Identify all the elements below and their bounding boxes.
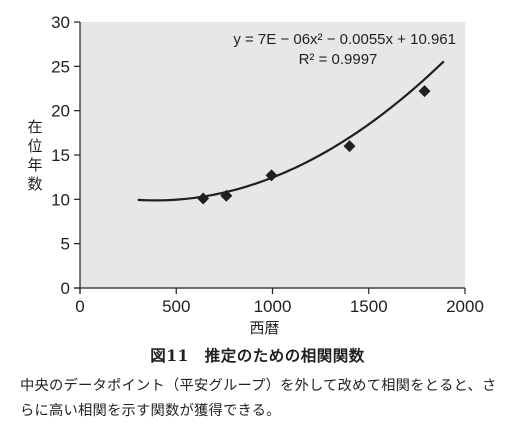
plot-area [80,22,465,288]
trendline-equation: y = 7E − 06x² − 0.0055x + 10.961 [233,31,456,48]
r-squared-label: R² = 0.9997 [299,51,378,68]
y-axis-title-char: 位 [27,137,42,155]
y-axis: 0 5 10 15 20 25 30 [51,13,80,298]
x-tick-label: 2000 [446,297,484,316]
x-tick-label: 1500 [350,297,388,316]
y-tick-label: 30 [51,13,70,32]
y-tick-label: 10 [51,190,70,209]
y-axis-title-char: 在 [27,118,42,136]
x-axis-title: 西暦 [249,319,279,337]
x-axis: 0 500 1000 1500 2000 [74,288,484,316]
figure-caption: 図11 推定のための相関関数 [0,344,515,366]
x-tick-label: 1000 [254,297,292,316]
y-tick-label: 20 [51,102,70,121]
y-axis-title-char: 年 [27,156,42,174]
scatter-chart: 0 5 10 15 20 25 30 0 500 1000 1500 2000 y = 7E − 0… [0,0,515,340]
figure-description: 中央のデータポイント（平安グループ）を外して改めて相関をとると、さらに高い相関を… [20,374,505,424]
y-tick-label: 5 [61,235,70,254]
x-tick-label: 0 [75,297,84,316]
y-axis-title-char: 数 [27,175,42,193]
y-tick-label: 0 [61,279,70,298]
y-tick-label: 25 [51,57,70,76]
x-tick-label: 500 [162,297,190,316]
y-tick-label: 15 [51,146,70,165]
